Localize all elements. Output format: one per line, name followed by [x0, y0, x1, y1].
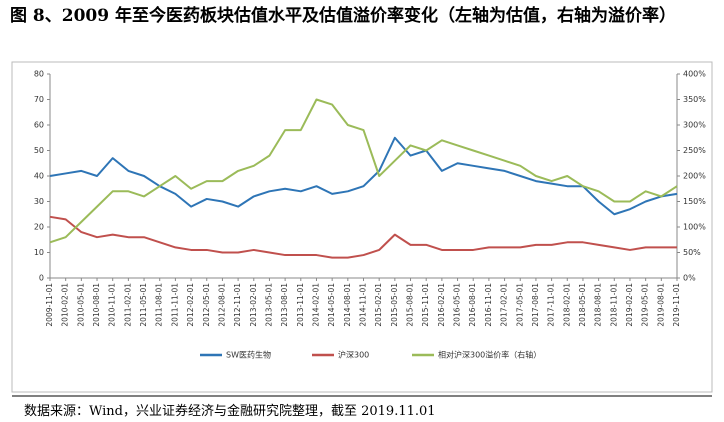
x-tick-label: 2010-02-01: [61, 283, 70, 327]
x-tick-label: 2011-02-01: [123, 283, 132, 327]
y2-tick-label: 200%: [683, 172, 706, 181]
x-tick-label: 2017-08-01: [531, 283, 540, 327]
x-tick-label: 2010-05-01: [76, 283, 85, 327]
y2-tick-label: 300%: [683, 121, 706, 130]
x-tick-label: 2012-08-01: [217, 283, 226, 327]
x-tick-label: 2010-08-01: [92, 283, 101, 327]
x-tick-label: 2019-05-01: [641, 283, 650, 327]
y-tick-label: 60: [34, 121, 44, 130]
legend-label: 沪深300: [338, 350, 369, 360]
x-tick-label: 2018-08-01: [594, 283, 603, 327]
x-tick-label: 2012-11-01: [233, 283, 242, 327]
x-tick-label: 2015-11-01: [421, 283, 430, 327]
x-tick-label: 2012-05-01: [202, 283, 211, 327]
x-tick-label: 2013-05-01: [264, 283, 273, 327]
y2-tick-label: 350%: [683, 95, 706, 104]
x-tick-label: 2013-02-01: [249, 283, 258, 327]
x-tick-label: 2013-08-01: [280, 283, 289, 327]
x-tick-label: 2019-02-01: [625, 283, 634, 327]
y2-tick-label: 400%: [683, 70, 706, 79]
legend-label: SW医药生物: [226, 350, 271, 360]
chart-frame: [11, 61, 713, 393]
x-tick-label: 2011-08-01: [155, 283, 164, 327]
series-line: [49, 136, 678, 216]
y-tick-label: 10: [34, 248, 44, 257]
x-tick-label: 2014-02-01: [311, 283, 320, 327]
y-tick-label: 30: [34, 197, 44, 206]
x-tick-label: 2013-11-01: [296, 283, 305, 327]
x-tick-label: 2012-02-01: [186, 283, 195, 327]
x-tick-label: 2017-11-01: [547, 283, 556, 327]
y-tick-label: 80: [34, 70, 44, 79]
source-note: 数据来源：Wind，兴业证券经济与金融研究院整理，截至 2019.11.01: [24, 404, 436, 419]
series-line: [49, 98, 678, 244]
x-tick-label: 2015-02-01: [374, 283, 383, 327]
x-tick-label: 2015-08-01: [406, 283, 415, 327]
x-tick-label: 2019-08-01: [656, 283, 665, 327]
x-tick-label: 2019-11-01: [672, 283, 681, 327]
y2-tick-label: 150%: [683, 197, 706, 206]
y-tick-label: 0: [39, 274, 44, 283]
y-tick-label: 50: [34, 146, 44, 155]
y2-tick-label: 100%: [683, 223, 706, 232]
x-tick-label: 2017-05-01: [515, 283, 524, 327]
x-tick-label: 2015-05-01: [390, 283, 399, 327]
x-tick-label: 2018-02-01: [562, 283, 571, 327]
x-tick-label: 2016-05-01: [453, 283, 462, 327]
x-tick-label: 2009-11-01: [45, 283, 54, 327]
y-tick-label: 70: [34, 95, 44, 104]
x-tick-label: 2014-08-01: [343, 283, 352, 327]
x-tick-label: 2014-11-01: [359, 283, 368, 327]
series-line: [49, 215, 677, 259]
y2-tick-label: 0%: [683, 274, 696, 283]
x-tick-label: 2018-05-01: [578, 283, 587, 327]
x-tick-label: 2016-08-01: [468, 283, 477, 327]
y-tick-label: 40: [34, 172, 44, 181]
x-tick-label: 2010-11-01: [108, 283, 117, 327]
y2-tick-label: 50%: [683, 248, 701, 257]
y-tick-label: 20: [34, 223, 44, 232]
x-tick-label: 2017-02-01: [500, 283, 509, 327]
x-tick-label: 2018-11-01: [609, 283, 618, 327]
chart-title: 图 8、2009 年至今医药板块估值水平及估值溢价率变化（左轴为估值，右轴为溢价…: [10, 6, 676, 26]
x-tick-label: 2011-05-01: [139, 283, 148, 327]
legend-label: 相对沪深300溢价率（右轴）: [438, 350, 541, 360]
x-tick-label: 2014-05-01: [327, 283, 336, 327]
x-tick-label: 2011-11-01: [170, 283, 179, 327]
y2-tick-label: 250%: [683, 146, 706, 155]
x-tick-label: 2016-02-01: [437, 283, 446, 327]
x-tick-label: 2016-11-01: [484, 283, 493, 327]
